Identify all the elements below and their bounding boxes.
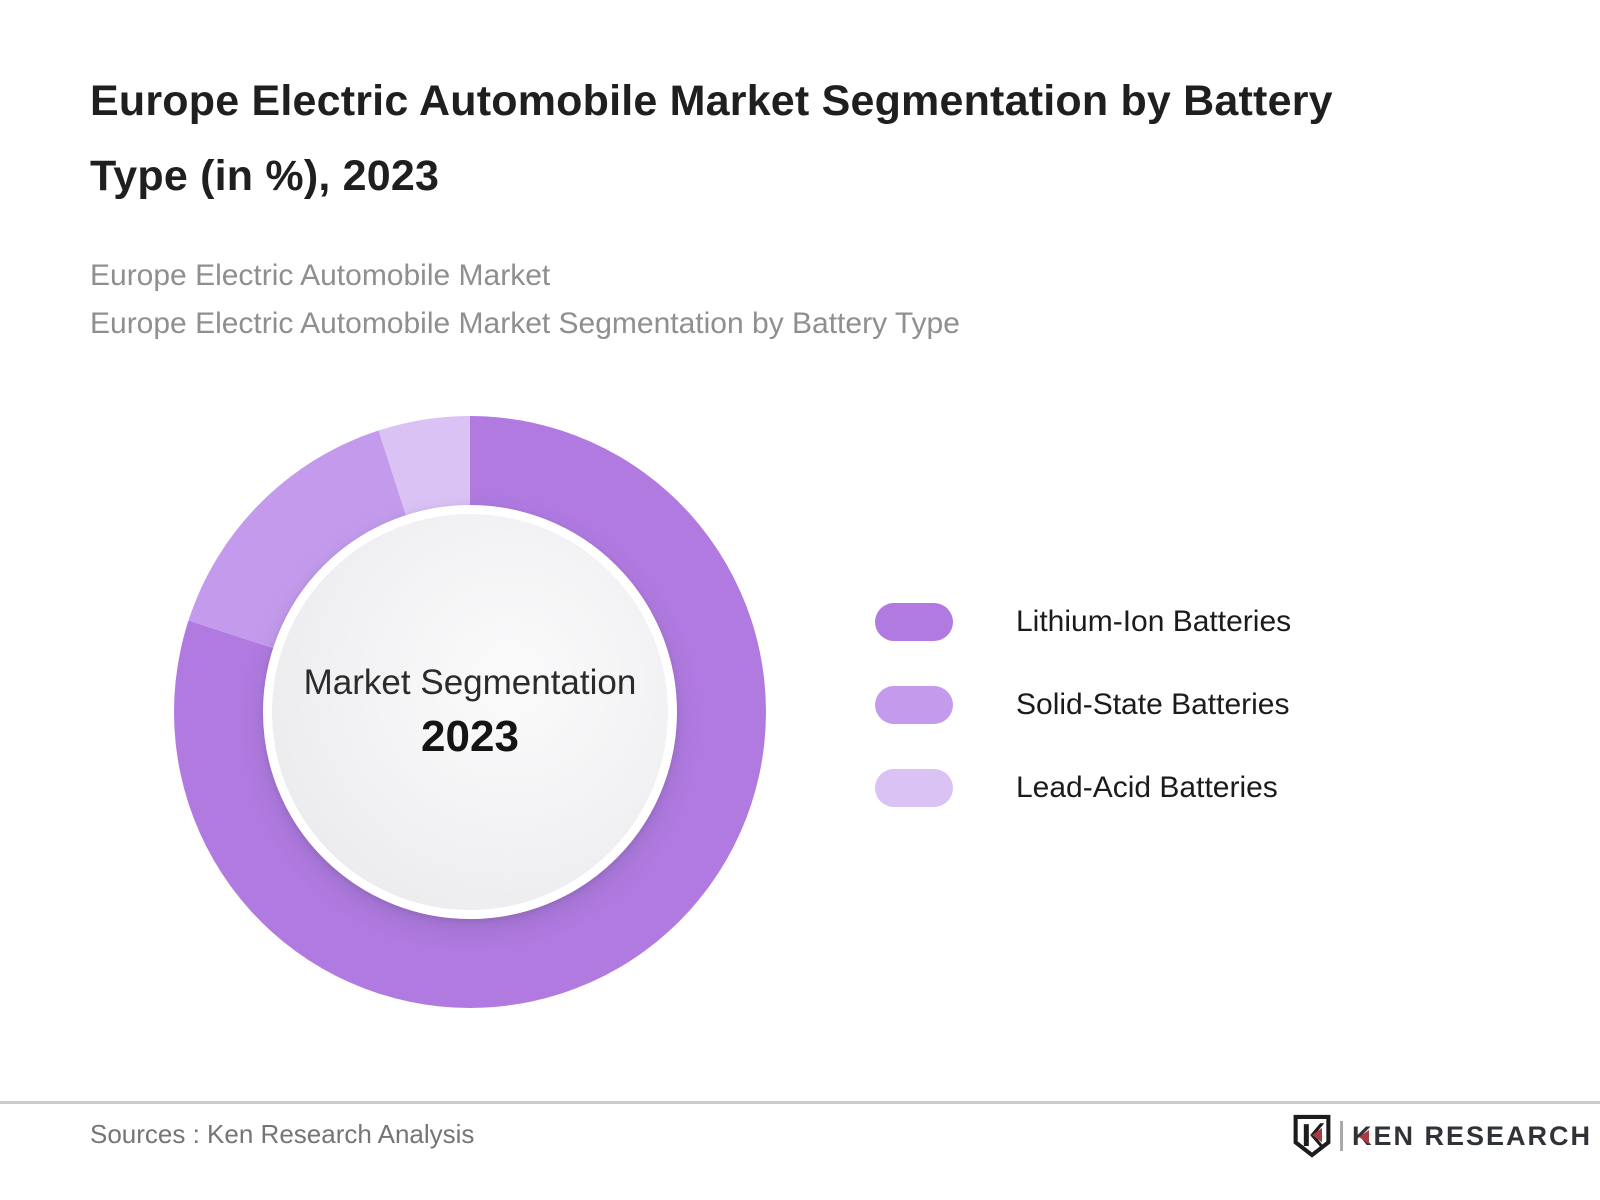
donut-segment-lithium-ion-batteries [174,416,767,1008]
sources-text: Sources : Ken Research Analysis [90,1119,475,1149]
donut-segment-solid-state-batteries [188,430,410,652]
legend-item-solid-state-batteries: Solid-State Batteries [875,686,1291,724]
logo-text: KEN RESEARCH [1352,1120,1593,1151]
legend-label: Lead-Acid Batteries [1016,771,1278,804]
donut-rings [174,416,767,1008]
donut-center: Market Segmentation 2023 [263,505,677,919]
legend-item-lithium-ion-batteries: Lithium-Ion Batteries [875,603,1291,641]
legend-swatch-icon [875,603,953,641]
footer-divider [0,1101,1600,1104]
logo-k-red-triangle-icon [1359,1129,1369,1144]
subtitle-line-1: Europe Electric Automobile Market [90,259,551,292]
logo-text-wrap: KEN RESEARCH [1352,1121,1592,1152]
donut-chart: Market Segmentation 2023 [170,412,770,1012]
legend-item-lead-acid-batteries: Lead-Acid Batteries [875,769,1291,807]
donut-center-year: 2023 [421,712,519,761]
ken-research-shield-icon [1293,1114,1331,1158]
subtitle-line-2: Europe Electric Automobile Market Segmen… [90,307,960,340]
logo-separator [1340,1121,1343,1151]
legend-swatch-icon [875,769,953,807]
chart-legend: Lithium-Ion Batteries Solid-State Batteri… [875,603,1291,852]
legend-label: Solid-State Batteries [1016,688,1290,721]
donut-segment-lead-acid-batteries [378,416,470,526]
page-title: Europe Electric Automobile Market Segmen… [90,77,1333,200]
ken-research-logo: KEN RESEARCH [1292,1112,1592,1160]
legend-label: Lithium-Ion Batteries [1016,605,1292,638]
page-subtitle: Europe Electric Automobile Market Europe… [90,252,960,348]
donut-center-label: Market Segmentation [303,663,637,702]
legend-swatch-icon [875,686,953,724]
